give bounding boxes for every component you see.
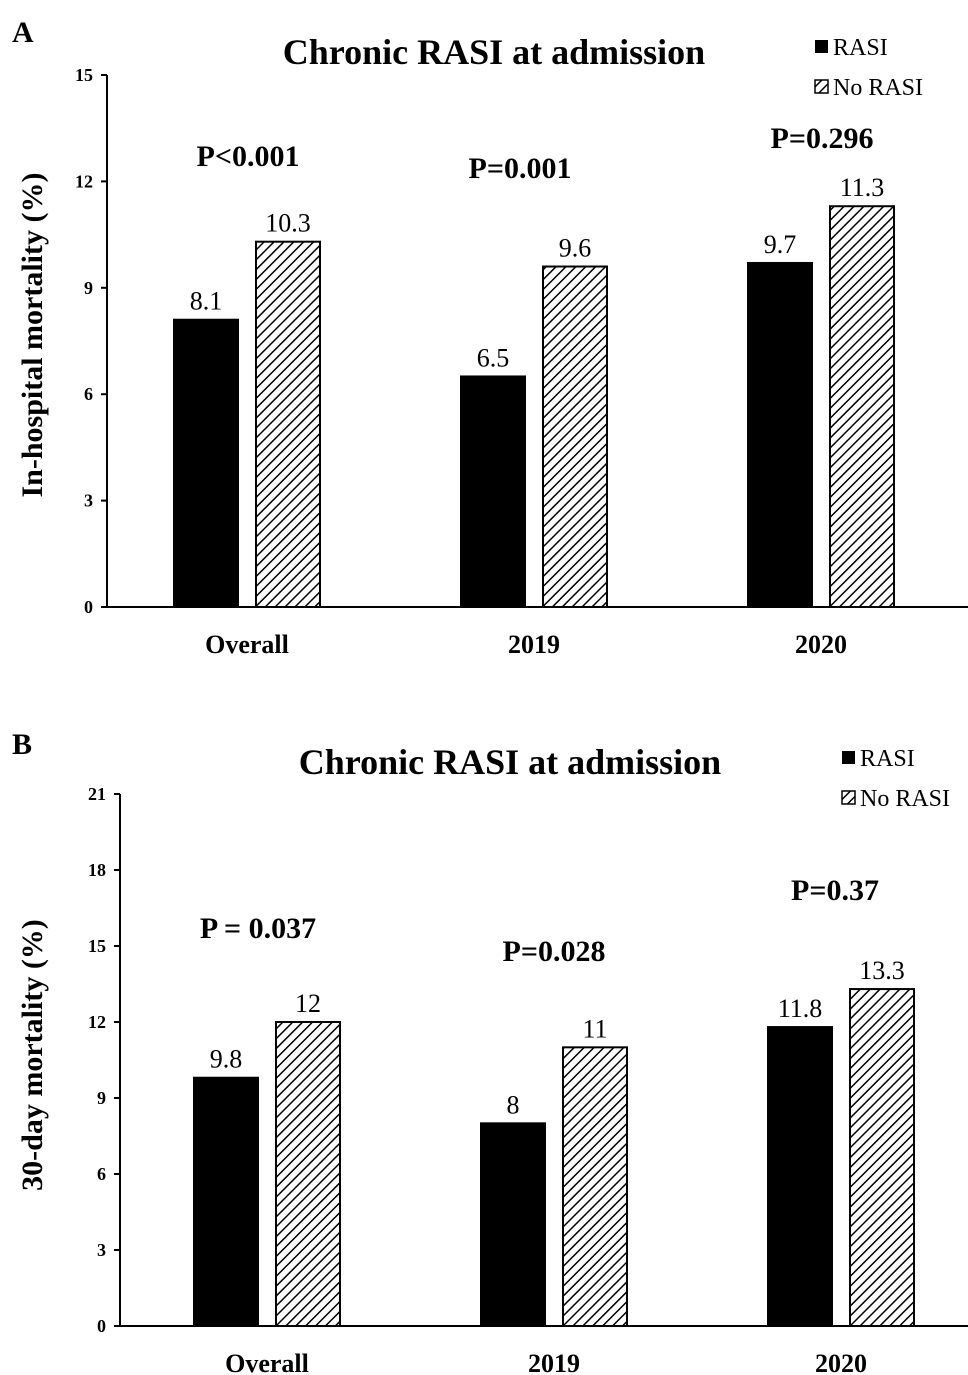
bar-rasi-2020 bbox=[747, 261, 813, 608]
chart-b-canvas: B Chronic RASI at admission 30-day morta… bbox=[12, 728, 968, 1375]
data-label: 8.1 bbox=[190, 287, 223, 316]
chart-panel-a: A Chronic RASI at admission In-hospital … bbox=[0, 0, 968, 680]
legend-label-no-rasi: No RASI bbox=[860, 786, 950, 812]
chart-panel-b: B Chronic RASI at admission 30-day morta… bbox=[0, 700, 968, 1375]
legend-swatch-rasi bbox=[842, 751, 855, 764]
legend: RASI No RASI bbox=[841, 746, 950, 812]
data-label: 8 bbox=[507, 1090, 520, 1119]
legend-swatch-rasi bbox=[815, 40, 828, 53]
y-tick-label: 12 bbox=[75, 171, 93, 191]
p-value-annotation: P=0.37 bbox=[791, 874, 879, 907]
data-label: 6.5 bbox=[477, 343, 510, 372]
data-label: 13.3 bbox=[859, 956, 905, 985]
y-tick-label: 0 bbox=[84, 597, 93, 617]
panel-label: A bbox=[12, 16, 34, 49]
data-label: 10.3 bbox=[265, 209, 311, 238]
y-tick-label: 21 bbox=[88, 784, 106, 804]
y-tick-label: 0 bbox=[97, 1316, 106, 1336]
legend: RASI No RASI bbox=[814, 35, 923, 101]
data-label: 11.3 bbox=[840, 173, 885, 202]
chart-title: Chronic RASI at admission bbox=[283, 32, 705, 72]
p-value-annotation: P=0.001 bbox=[469, 152, 572, 185]
p-value-annotation: P<0.001 bbox=[197, 140, 300, 173]
y-tick-label: 12 bbox=[88, 1012, 106, 1032]
y-tick-label: 3 bbox=[84, 491, 93, 511]
panel-label: B bbox=[12, 728, 32, 761]
y-tick-label: 6 bbox=[97, 1164, 106, 1184]
bar-rasi-overall bbox=[173, 318, 239, 608]
chart-title: Chronic RASI at admission bbox=[299, 742, 721, 782]
x-tick-label: Overall bbox=[205, 630, 289, 659]
data-label: 11.8 bbox=[778, 994, 823, 1023]
chart-a-canvas: A Chronic RASI at admission In-hospital … bbox=[12, 16, 968, 659]
legend-label-rasi: RASI bbox=[860, 746, 915, 772]
data-label: 11 bbox=[582, 1014, 607, 1043]
y-tick-label: 18 bbox=[88, 860, 106, 880]
y-tick-label: 3 bbox=[97, 1240, 106, 1260]
bar-no-rasi-2019 bbox=[542, 265, 608, 608]
bar-rasi-2019 bbox=[480, 1122, 546, 1328]
bar-no-rasi-2019 bbox=[562, 1046, 628, 1327]
legend-label-rasi: RASI bbox=[833, 35, 888, 61]
x-tick-label: 2020 bbox=[815, 1349, 867, 1375]
bar-no-rasi-2020 bbox=[829, 205, 895, 609]
bar-rasi-overall bbox=[193, 1076, 259, 1327]
bar-no-rasi-overall bbox=[275, 1021, 341, 1327]
y-tick-label: 15 bbox=[88, 936, 106, 956]
x-tick-label: Overall bbox=[225, 1349, 309, 1375]
bar-rasi-2019 bbox=[460, 375, 526, 609]
x-tick-label: 2019 bbox=[528, 1349, 580, 1375]
y-tick-label: 6 bbox=[84, 384, 93, 404]
bar-no-rasi-overall bbox=[255, 240, 321, 608]
data-label: 9.6 bbox=[559, 234, 592, 263]
legend-swatch-no-rasi bbox=[814, 79, 829, 94]
data-label: 9.8 bbox=[210, 1045, 243, 1074]
p-value-annotation: P = 0.037 bbox=[200, 912, 316, 945]
x-tick-label: 2019 bbox=[508, 630, 560, 659]
p-value-annotation: P=0.028 bbox=[503, 935, 606, 968]
plot-area: 0 3 6 9 12 15 18 21 9.8 12 Overall P = 0.037 8 11 2019… bbox=[88, 784, 968, 1375]
bar-no-rasi-2020 bbox=[849, 988, 915, 1327]
y-tick-label: 9 bbox=[84, 278, 93, 298]
legend-swatch-no-rasi bbox=[841, 790, 856, 805]
legend-label-no-rasi: No RASI bbox=[833, 75, 923, 101]
y-axis-label: 30-day mortality (%) bbox=[16, 919, 49, 1191]
x-tick-label: 2020 bbox=[795, 630, 847, 659]
y-tick-label: 15 bbox=[75, 65, 93, 85]
p-value-annotation: P=0.296 bbox=[771, 122, 874, 155]
y-tick-label: 9 bbox=[97, 1088, 106, 1108]
bar-rasi-2020 bbox=[767, 1026, 833, 1327]
data-label: 9.7 bbox=[764, 230, 797, 259]
data-label: 12 bbox=[295, 989, 321, 1018]
y-axis-label: In-hospital mortality (%) bbox=[16, 173, 49, 498]
plot-area: 0 3 6 9 12 15 8.1 10.3 Overall P<0.001 6.5 9.6 2019 P… bbox=[75, 65, 968, 659]
